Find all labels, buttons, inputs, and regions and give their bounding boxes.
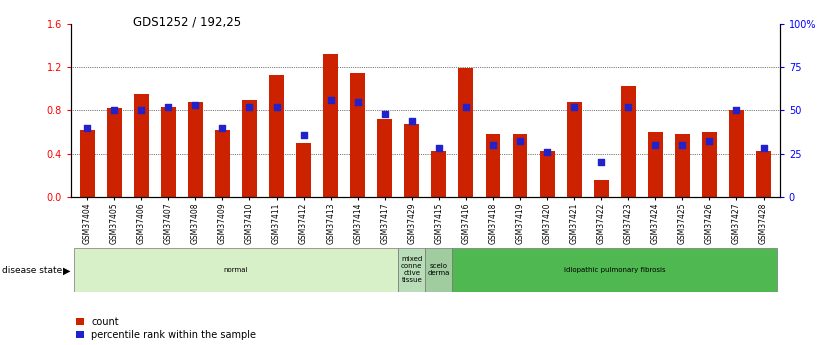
Point	[162, 104, 175, 110]
Bar	[215, 130, 230, 197]
Bar	[702, 132, 717, 197]
Text: GSM37420: GSM37420	[543, 203, 551, 244]
Point	[567, 104, 580, 110]
Text: scelo
derma: scelo derma	[428, 264, 450, 276]
Text: GSM37424: GSM37424	[651, 203, 660, 244]
Bar	[188, 102, 203, 197]
Point	[730, 108, 743, 113]
Point	[378, 111, 391, 117]
Text: GSM37404: GSM37404	[83, 203, 92, 244]
Text: GSM37418: GSM37418	[489, 203, 498, 244]
Bar	[404, 125, 420, 197]
Point	[216, 125, 229, 130]
Point	[514, 139, 527, 144]
Point	[297, 132, 310, 137]
Text: GSM37417: GSM37417	[380, 203, 389, 244]
Text: GSM37407: GSM37407	[163, 203, 173, 244]
Bar	[459, 68, 474, 197]
Bar	[567, 102, 581, 197]
Text: normal: normal	[224, 267, 249, 273]
Text: GDS1252 / 192,25: GDS1252 / 192,25	[133, 16, 242, 29]
Bar	[485, 134, 500, 197]
Bar	[324, 54, 338, 197]
Point	[270, 104, 284, 110]
Text: GSM37411: GSM37411	[272, 203, 281, 244]
Point	[351, 99, 364, 105]
Point	[80, 125, 93, 130]
Point	[486, 142, 500, 148]
Bar	[675, 134, 690, 197]
Text: GSM37425: GSM37425	[678, 203, 687, 244]
Text: disease state: disease state	[2, 266, 62, 275]
Bar	[107, 108, 122, 197]
Point	[703, 139, 716, 144]
Text: GSM37427: GSM37427	[732, 203, 741, 244]
Text: GSM37412: GSM37412	[299, 203, 308, 244]
Bar	[80, 130, 94, 197]
Bar	[513, 134, 527, 197]
Text: GSM37416: GSM37416	[461, 203, 470, 244]
Text: GSM37405: GSM37405	[110, 203, 118, 244]
Bar	[431, 151, 446, 197]
Point	[649, 142, 662, 148]
Text: GSM37429: GSM37429	[407, 203, 416, 244]
Point	[405, 118, 419, 124]
Text: GSM37406: GSM37406	[137, 203, 146, 244]
Legend: count, percentile rank within the sample: count, percentile rank within the sample	[76, 317, 256, 340]
Point	[757, 146, 771, 151]
FancyBboxPatch shape	[425, 248, 452, 292]
Text: GSM37426: GSM37426	[705, 203, 714, 244]
Point	[134, 108, 148, 113]
Point	[188, 102, 202, 108]
Point	[621, 104, 635, 110]
Bar	[756, 151, 771, 197]
FancyBboxPatch shape	[452, 248, 777, 292]
Bar	[620, 86, 636, 197]
Text: GSM37408: GSM37408	[191, 203, 200, 244]
Bar	[269, 75, 284, 197]
Text: GSM37415: GSM37415	[435, 203, 444, 244]
Text: GSM37414: GSM37414	[353, 203, 362, 244]
Bar	[350, 73, 365, 197]
Bar	[648, 132, 663, 197]
Point	[432, 146, 445, 151]
Text: idiopathic pulmonary fibrosis: idiopathic pulmonary fibrosis	[564, 267, 666, 273]
Bar	[377, 119, 392, 197]
Point	[540, 149, 554, 155]
Bar	[594, 180, 609, 197]
Bar	[161, 107, 176, 197]
Bar	[540, 151, 555, 197]
Text: GSM37410: GSM37410	[245, 203, 254, 244]
Point	[324, 97, 337, 103]
Text: GSM37422: GSM37422	[596, 203, 605, 244]
Point	[243, 104, 256, 110]
Text: GSM37419: GSM37419	[515, 203, 525, 244]
Text: GSM37413: GSM37413	[326, 203, 335, 244]
Text: ▶: ▶	[63, 266, 71, 276]
Text: GSM37428: GSM37428	[759, 203, 768, 244]
Bar	[242, 100, 257, 197]
FancyBboxPatch shape	[73, 248, 399, 292]
Bar	[729, 110, 744, 197]
Bar	[133, 94, 148, 197]
FancyBboxPatch shape	[399, 248, 425, 292]
Text: GSM37409: GSM37409	[218, 203, 227, 244]
Bar	[296, 143, 311, 197]
Point	[595, 159, 608, 165]
Text: mixed
conne
ctive
tissue: mixed conne ctive tissue	[401, 256, 423, 284]
Text: GSM37421: GSM37421	[570, 203, 579, 244]
Point	[108, 108, 121, 113]
Point	[460, 104, 473, 110]
Text: GSM37423: GSM37423	[624, 203, 633, 244]
Point	[676, 142, 689, 148]
